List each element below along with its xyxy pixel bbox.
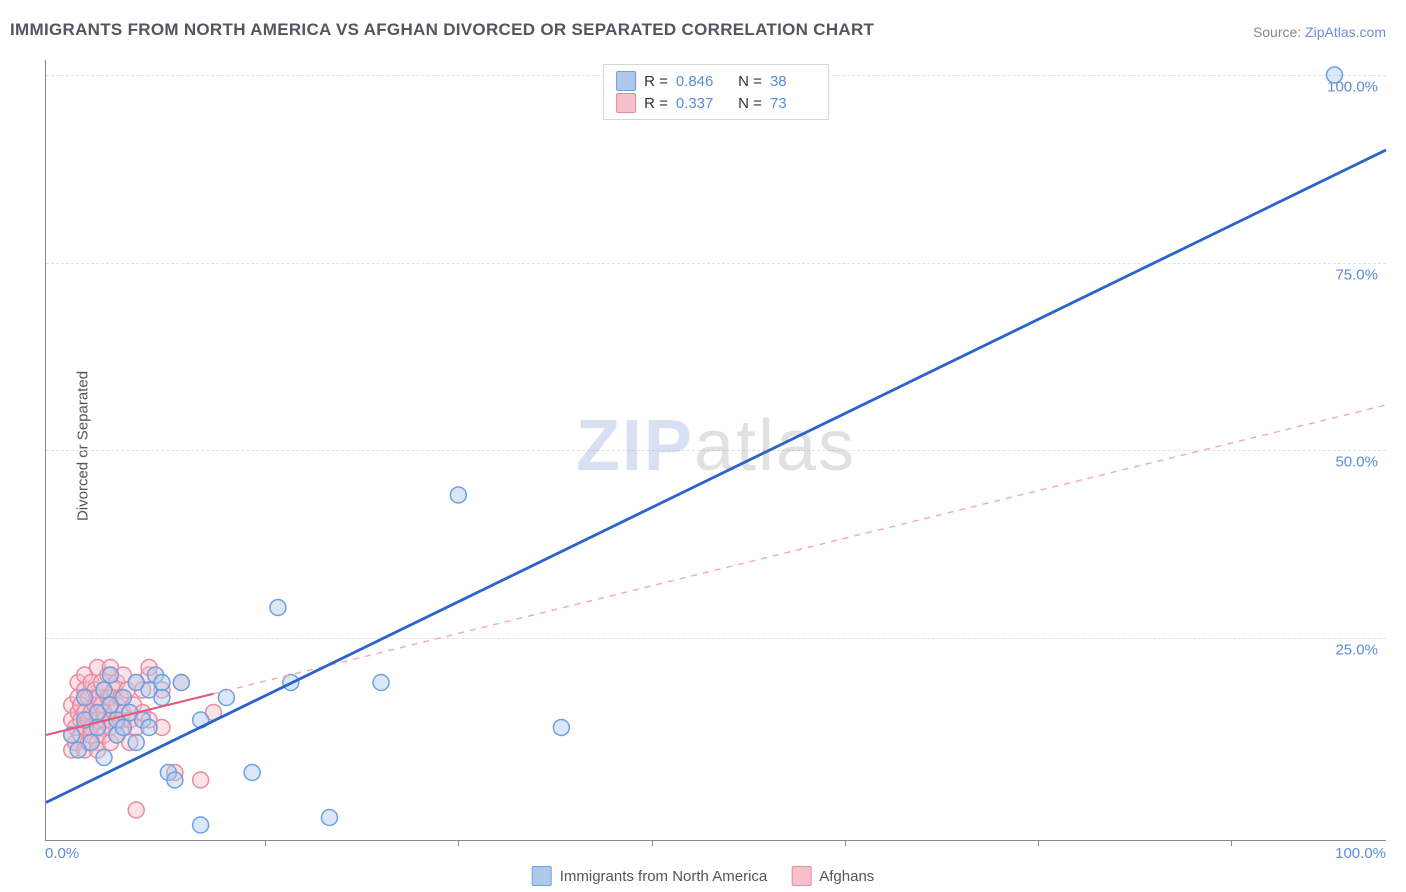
x-axis-max-label: 100.0% <box>1335 845 1386 862</box>
scatter-point[interactable] <box>270 600 286 616</box>
scatter-point[interactable] <box>218 690 234 706</box>
swatch-na-icon <box>532 866 552 886</box>
scatter-point[interactable] <box>83 735 99 751</box>
legend-item-afghans: Afghans <box>791 866 874 886</box>
legend-af-label: Afghans <box>819 868 874 885</box>
source-attribution: Source: ZipAtlas.com <box>1253 24 1386 40</box>
scatter-point[interactable] <box>321 810 337 826</box>
scatter-point[interactable] <box>173 675 189 691</box>
scatter-point[interactable] <box>154 690 170 706</box>
scatter-point[interactable] <box>167 772 183 788</box>
scatter-point[interactable] <box>450 487 466 503</box>
plot-area: 25.0%50.0%75.0%100.0% R = 0.846 N = 38 R… <box>45 60 1386 841</box>
chart-title: IMMIGRANTS FROM NORTH AMERICA VS AFGHAN … <box>10 20 874 40</box>
scatter-point[interactable] <box>77 690 93 706</box>
x-axis-min-label: 0.0% <box>45 845 79 862</box>
scatter-point[interactable] <box>96 682 112 698</box>
scatter-point[interactable] <box>128 735 144 751</box>
scatter-point[interactable] <box>96 750 112 766</box>
scatter-point[interactable] <box>373 675 389 691</box>
source-prefix: Source: <box>1253 24 1305 40</box>
chart-container: IMMIGRANTS FROM NORTH AMERICA VS AFGHAN … <box>0 0 1406 892</box>
scatter-point[interactable] <box>193 772 209 788</box>
legend-item-na: Immigrants from North America <box>532 866 768 886</box>
swatch-afghans-icon <box>791 866 811 886</box>
scatter-point[interactable] <box>193 817 209 833</box>
scatter-point[interactable] <box>115 720 131 736</box>
legend-na-label: Immigrants from North America <box>560 868 768 885</box>
scatter-point[interactable] <box>553 720 569 736</box>
scatter-point[interactable] <box>102 667 118 683</box>
scatter-point[interactable] <box>115 690 131 706</box>
source-link[interactable]: ZipAtlas.com <box>1305 24 1386 40</box>
regression-line <box>214 405 1387 694</box>
scatter-point[interactable] <box>244 765 260 781</box>
plot-svg <box>46 60 1386 840</box>
scatter-point[interactable] <box>154 675 170 691</box>
scatter-point[interactable] <box>141 720 157 736</box>
series-legend: Immigrants from North America Afghans <box>532 866 875 886</box>
scatter-point[interactable] <box>128 802 144 818</box>
scatter-point[interactable] <box>1326 67 1342 83</box>
regression-line <box>46 150 1386 803</box>
